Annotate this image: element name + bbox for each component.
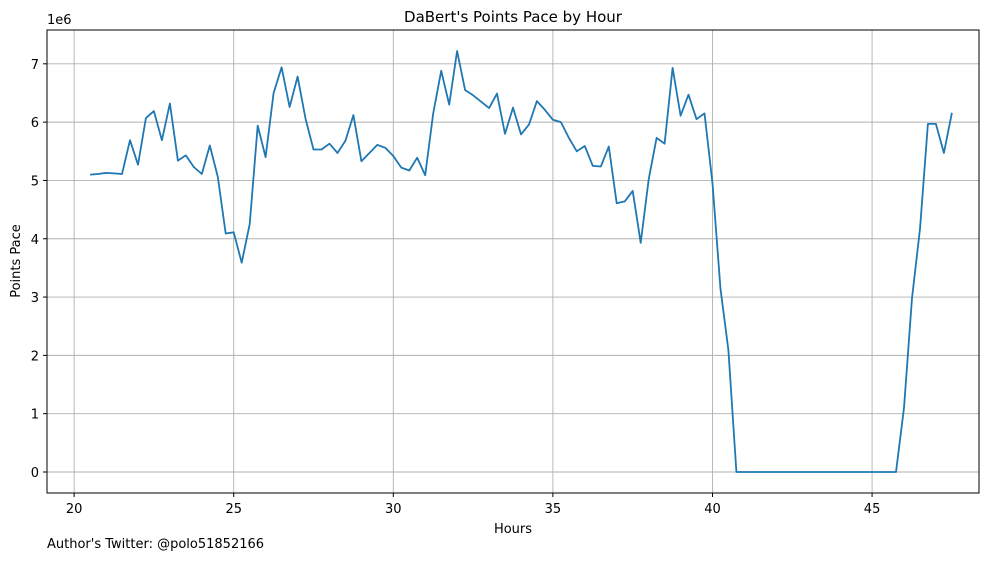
y-axis-label: Points Pace — [9, 224, 24, 298]
y-tick-label: 3 — [31, 291, 39, 306]
y-axis-multiplier: 1e6 — [47, 13, 72, 28]
y-tick-label: 2 — [31, 349, 39, 364]
x-tick-label: 45 — [864, 502, 881, 517]
x-tick-label: 40 — [704, 502, 721, 517]
series-layer — [90, 50, 953, 473]
chart-title: DaBert's Points Pace by Hour — [404, 8, 623, 26]
grid — [47, 30, 979, 493]
plot-frame — [46, 29, 980, 494]
x-tick-label: 20 — [66, 502, 83, 517]
y-tick-label: 5 — [31, 174, 39, 189]
y-tick-label: 4 — [31, 233, 39, 248]
y-tick-label: 1 — [31, 408, 39, 423]
series-line — [90, 50, 953, 473]
x-tick-label: 25 — [225, 502, 242, 517]
y-tick-label: 7 — [31, 58, 39, 73]
x-tick-label: 35 — [545, 502, 562, 517]
y-tick-label: 6 — [31, 116, 39, 131]
y-tick-label: 0 — [31, 466, 39, 481]
author-credit: Author's Twitter: @polo51852166 — [47, 537, 265, 552]
x-axis-label: Hours — [494, 522, 532, 537]
x-tick-label: 30 — [385, 502, 402, 517]
